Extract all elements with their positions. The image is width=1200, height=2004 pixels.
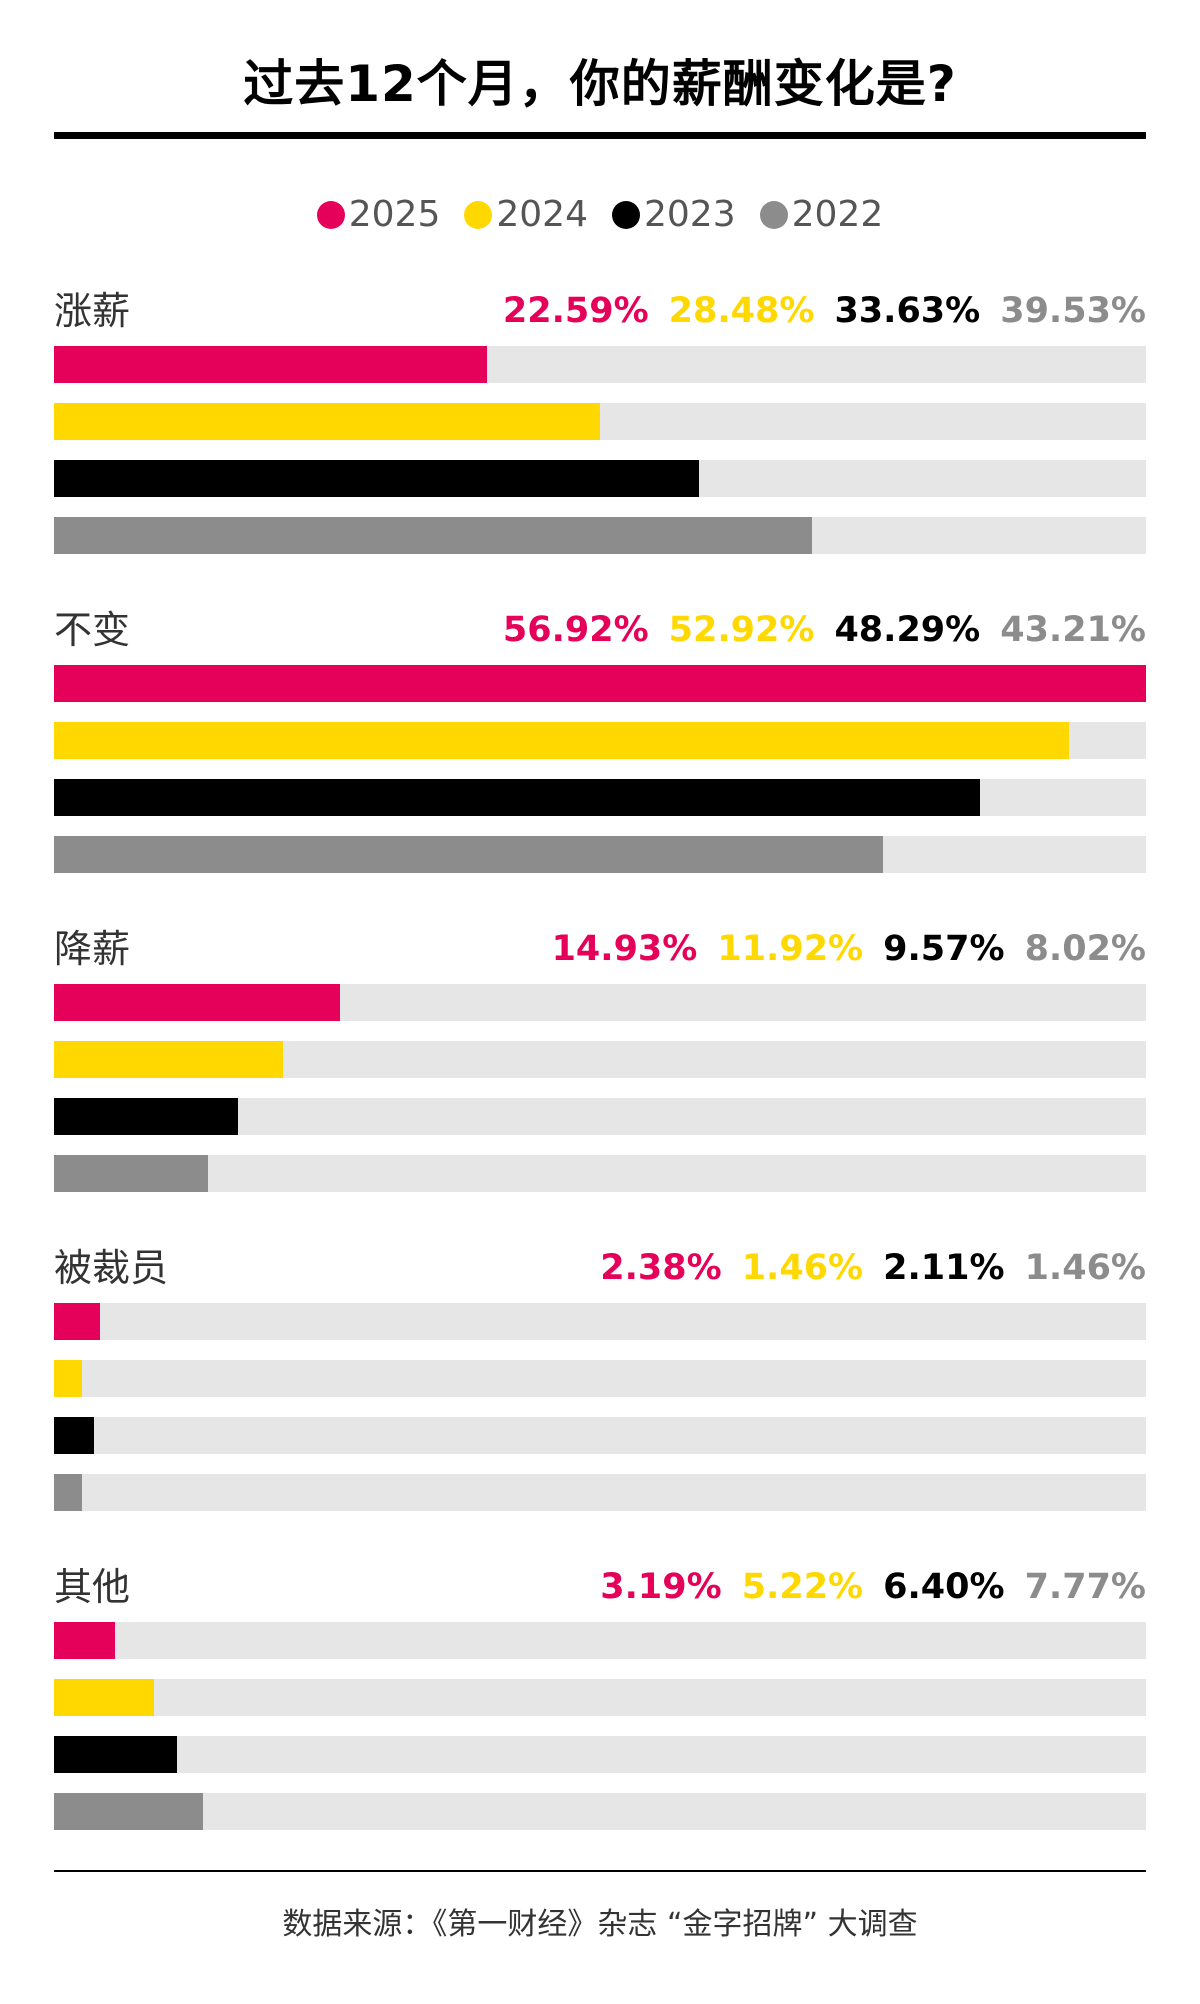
legend-item-2024: 2024	[464, 190, 588, 240]
bar-2025	[54, 665, 1146, 702]
bar-track	[54, 779, 1146, 816]
bar-track	[54, 1417, 1146, 1454]
category-label: 降薪	[54, 927, 131, 971]
data-label-2022: 39.53%	[1000, 291, 1146, 331]
data-label-2023: 6.40%	[883, 1567, 1005, 1607]
category-group: 被裁员 2.38% 1.46% 2.11% 1.46%	[54, 1239, 1146, 1511]
bar-track	[54, 1793, 1146, 1830]
legend-label-2022: 2022	[791, 194, 884, 235]
category-label: 涨薪	[54, 289, 131, 333]
bar-track	[54, 836, 1146, 873]
category-label: 其他	[54, 1565, 131, 1609]
bar-2022	[54, 517, 812, 554]
data-label-2023: 2.11%	[883, 1248, 1005, 1288]
bar-track	[54, 1622, 1146, 1659]
legend-label-2023: 2023	[644, 194, 736, 235]
bar-2024	[54, 1041, 283, 1078]
bar-track	[54, 1155, 1146, 1192]
bar-track	[54, 1736, 1146, 1773]
category-group: 不变 56.92% 52.92% 48.29% 43.21%	[54, 601, 1146, 873]
data-label-2023: 33.63%	[834, 291, 981, 331]
legend-item-2022: 2022	[759, 190, 884, 240]
category-header: 其他 3.19% 5.22% 6.40% 7.77%	[54, 1558, 1146, 1618]
bar-track	[54, 1303, 1146, 1340]
data-label-2022: 7.77%	[1024, 1567, 1146, 1607]
data-label-2022: 43.21%	[1000, 610, 1146, 650]
bar-2024	[54, 403, 600, 440]
data-label-2024: 52.92%	[668, 610, 815, 650]
category-header: 不变 56.92% 52.92% 48.29% 43.21%	[54, 601, 1146, 661]
bar-2022	[54, 1793, 203, 1830]
percent-labels: 56.92% 52.92% 48.29% 43.21%	[503, 605, 1146, 655]
bar-track	[54, 984, 1146, 1021]
top-divider	[54, 132, 1146, 139]
bar-2023	[54, 460, 699, 497]
bar-2024	[54, 1360, 82, 1397]
category-header: 被裁员 2.38% 1.46% 2.11% 1.46%	[54, 1239, 1146, 1299]
data-label-2024: 1.46%	[741, 1248, 864, 1288]
bar-2025	[54, 1303, 100, 1340]
chart-title: 过去12个月，你的薪酬变化是?	[243, 55, 957, 113]
bar-track	[54, 1098, 1146, 1135]
bar-2022	[54, 1474, 82, 1511]
category-group: 涨薪 22.59% 28.48% 33.63% 39.53%	[54, 282, 1146, 554]
legend-dot-2025	[316, 201, 345, 229]
data-label-2022: 1.46%	[1024, 1248, 1146, 1288]
data-label-2023: 9.57%	[883, 929, 1005, 969]
bar-track	[54, 346, 1146, 383]
legend-dot-2023	[612, 201, 640, 229]
legend-item-2023: 2023	[612, 190, 736, 240]
data-label-2024: 11.92%	[717, 929, 864, 969]
data-label-2025: 14.93%	[551, 929, 698, 969]
bottom-divider	[54, 1870, 1146, 1872]
category-header: 涨薪 22.59% 28.48% 33.63% 39.53%	[54, 282, 1146, 342]
legend-item-2025: 2025	[316, 190, 441, 240]
percent-labels: 22.59% 28.48% 33.63% 39.53%	[503, 286, 1146, 336]
data-label-2023: 48.29%	[834, 610, 981, 650]
percent-labels: 2.38% 1.46% 2.11% 1.46%	[600, 1243, 1146, 1293]
legend-label-2025: 2025	[348, 194, 441, 235]
bar-2022	[54, 836, 883, 873]
bar-track	[54, 1679, 1146, 1716]
bar-2023	[54, 1417, 94, 1454]
bar-track	[54, 1041, 1146, 1078]
data-label-2025: 2.38%	[600, 1248, 722, 1288]
source-note: 数据来源：《第一财经》杂志 “金字招牌” 大调查	[282, 1907, 918, 1942]
bar-2023	[54, 779, 980, 816]
category-header: 降薪 14.93% 11.92% 9.57% 8.02%	[54, 920, 1146, 980]
data-label-2024: 5.22%	[741, 1567, 864, 1607]
legend: 2025 2024 2023 2022	[0, 190, 1200, 240]
data-label-2022: 8.02%	[1024, 929, 1146, 969]
category-group: 其他 3.19% 5.22% 6.40% 7.77%	[54, 1558, 1146, 1830]
category-label: 被裁员	[54, 1246, 169, 1290]
data-label-2025: 22.59%	[502, 291, 649, 331]
percent-labels: 14.93% 11.92% 9.57% 8.02%	[552, 924, 1146, 974]
bar-track	[54, 665, 1146, 702]
percent-labels: 3.19% 5.22% 6.40% 7.77%	[600, 1562, 1146, 1612]
legend-dot-2024	[464, 201, 493, 229]
bar-2025	[54, 346, 487, 383]
bar-2025	[54, 984, 340, 1021]
category-label: 不变	[54, 608, 131, 652]
bar-track	[54, 517, 1146, 554]
legend-label-2024: 2024	[496, 194, 588, 235]
bar-2023	[54, 1098, 238, 1135]
bar-2023	[54, 1736, 177, 1773]
bar-2024	[54, 722, 1069, 759]
category-group: 降薪 14.93% 11.92% 9.57% 8.02%	[54, 920, 1146, 1192]
bar-track	[54, 403, 1146, 440]
bar-2025	[54, 1622, 115, 1659]
bar-track	[54, 1474, 1146, 1511]
bar-track	[54, 1360, 1146, 1397]
data-label-2025: 3.19%	[600, 1567, 722, 1607]
bar-2024	[54, 1679, 154, 1716]
data-label-2025: 56.92%	[502, 610, 649, 650]
bar-track	[54, 722, 1146, 759]
legend-dot-2022	[759, 201, 788, 229]
bar-2022	[54, 1155, 208, 1192]
bar-track	[54, 460, 1146, 497]
data-label-2024: 28.48%	[668, 291, 815, 331]
